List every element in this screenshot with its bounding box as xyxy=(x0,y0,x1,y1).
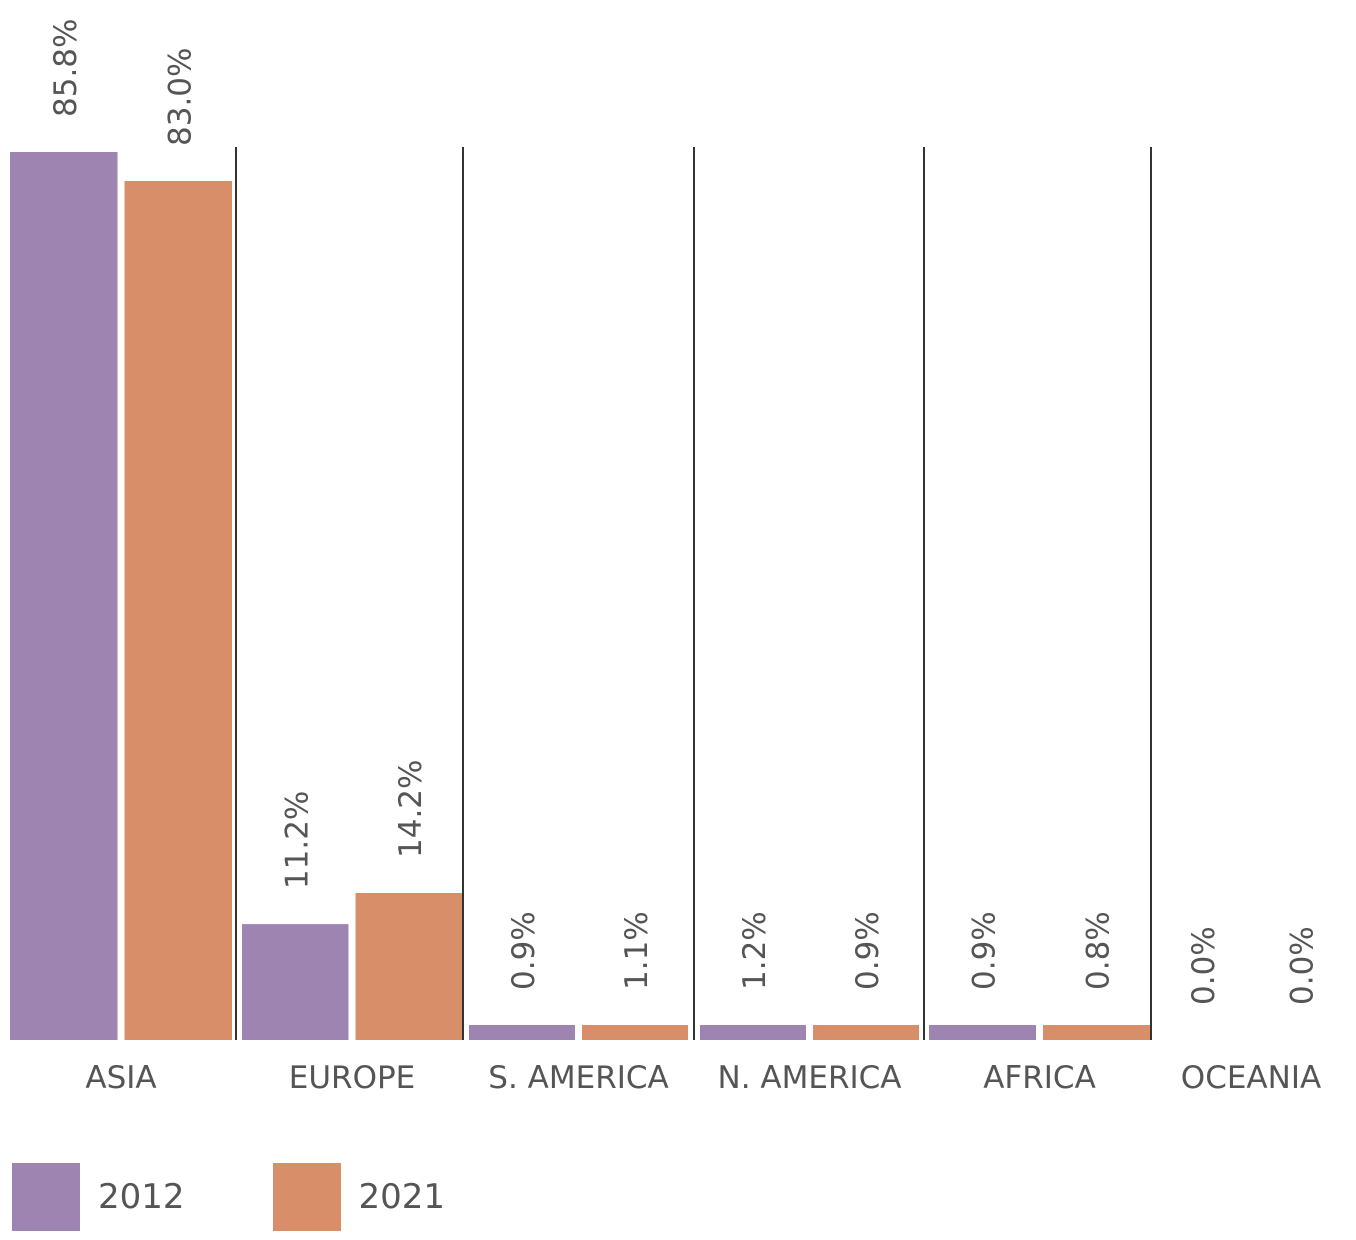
bar-europe-2012 xyxy=(242,924,349,1040)
legend-item-2021: 2021 xyxy=(272,1163,446,1231)
value-label-africa-2012: 0.9% xyxy=(967,911,1003,990)
bar-n-america-2021 xyxy=(813,1025,919,1040)
value-labels: 85.8% 83.0% 11.2% 14.2% 0.9% 1.1% 1.2% 0.9% 0.9%… xyxy=(48,19,1321,1005)
bar-africa-2021 xyxy=(1043,1025,1150,1040)
value-label-s-america-2021: 1.1% xyxy=(619,911,655,990)
category-label-africa: AFRICA xyxy=(983,1060,1096,1096)
value-label-s-america-2012: 0.9% xyxy=(506,911,542,990)
bar-africa-2012 xyxy=(929,1025,1036,1040)
value-label-asia-2021: 83.0% xyxy=(162,48,198,146)
group-separators xyxy=(235,147,1152,1040)
bar-s-america-2021 xyxy=(582,1025,688,1040)
legend-swatch-2012 xyxy=(12,1163,80,1231)
value-label-n-america-2021: 0.9% xyxy=(850,911,886,990)
legend: 2012 2021 xyxy=(12,1163,445,1231)
bar-asia-2012 xyxy=(10,152,118,1040)
value-label-oceania-2021: 0.0% xyxy=(1284,926,1320,1005)
value-label-asia-2012: 85.8% xyxy=(48,19,84,117)
value-label-africa-2021: 0.8% xyxy=(1081,911,1117,990)
category-labels: ASIA EUROPE S. AMERICA N. AMERICA AFRICA OCEA… xyxy=(85,1060,1321,1096)
category-label-asia: ASIA xyxy=(85,1060,156,1096)
category-label-europe: EUROPE xyxy=(289,1060,416,1096)
value-label-n-america-2012: 1.2% xyxy=(737,911,773,990)
category-label-s-america: S. AMERICA xyxy=(488,1060,668,1096)
legend-label-2021: 2021 xyxy=(358,1177,446,1217)
category-label-n-america: N. AMERICA xyxy=(718,1060,902,1096)
category-label-oceania: OCEANIA xyxy=(1181,1060,1321,1096)
value-label-europe-2012: 11.2% xyxy=(279,791,315,889)
legend-swatch-2021 xyxy=(272,1163,341,1231)
bar-s-america-2012 xyxy=(469,1025,575,1040)
bar-n-america-2012 xyxy=(700,1025,806,1040)
value-label-oceania-2012: 0.0% xyxy=(1186,926,1222,1005)
legend-label-2012: 2012 xyxy=(98,1177,185,1217)
value-label-europe-2021: 14.2% xyxy=(393,760,429,858)
bars xyxy=(10,152,1150,1040)
bar-europe-2021 xyxy=(355,893,462,1040)
legend-item-2012: 2012 xyxy=(12,1163,185,1231)
bar-asia-2021 xyxy=(124,181,232,1040)
